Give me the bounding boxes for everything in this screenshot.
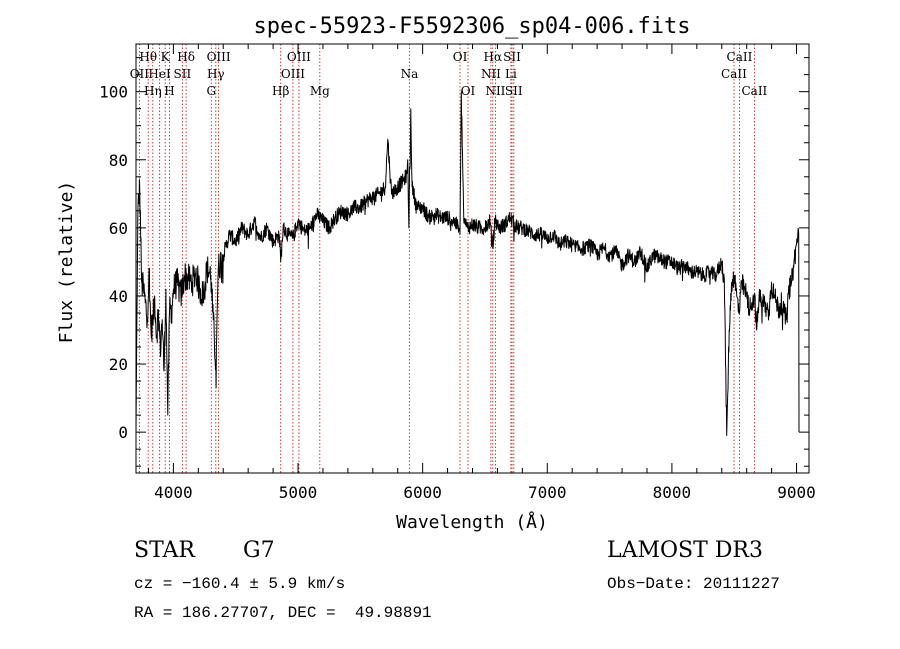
line-label: Hγ — [207, 67, 225, 81]
line-label: NII — [481, 67, 501, 81]
line-label: K — [161, 50, 171, 64]
line-label: Na — [401, 67, 419, 81]
line-label: Li — [505, 67, 517, 81]
object-subclass: G7 — [243, 538, 275, 563]
line-label: Mg — [310, 84, 330, 98]
line-label: OIII — [287, 50, 311, 64]
y-tick-label: 100 — [99, 83, 128, 102]
line-label: OII — [130, 67, 150, 81]
redshift-text: cz = −160.4 ± 5.9 km/s — [134, 575, 346, 593]
y-axis-label: Flux (relative) — [56, 181, 77, 344]
line-label: OIII — [281, 67, 305, 81]
x-tick-label: 6000 — [403, 483, 442, 502]
line-label: OI — [461, 84, 476, 98]
y-tick-label: 20 — [109, 355, 128, 374]
line-label: Hθ — [139, 50, 157, 64]
line-label: SII — [503, 50, 521, 64]
coordinates-text: RA = 186.27707, DEC = 49.98891 — [134, 604, 432, 622]
y-tick-label: 60 — [109, 219, 128, 238]
line-label: Hβ — [272, 84, 289, 98]
y-tick-label: 0 — [118, 423, 128, 442]
chart-title: spec-55923-F5592306_sp04-006.fits — [253, 14, 690, 39]
survey-name: LAMOST DR3 — [607, 538, 763, 563]
line-label: Hη — [144, 84, 162, 98]
emission-line-markers — [138, 44, 755, 473]
x-tick-label: 9000 — [777, 483, 816, 502]
line-label: OIII — [207, 50, 231, 64]
line-label: Hδ — [177, 50, 195, 64]
line-label: CaII — [721, 67, 747, 81]
x-tick-label: 8000 — [653, 483, 692, 502]
x-tick-label: 7000 — [528, 483, 567, 502]
line-label: H — [164, 84, 174, 98]
object-class: STAR — [134, 538, 195, 563]
y-tick-label: 40 — [109, 287, 128, 306]
x-tick-label: 5000 — [279, 483, 318, 502]
x-tick-label: 4000 — [154, 483, 193, 502]
y-tick-label: 80 — [109, 151, 128, 170]
line-label: SII — [505, 84, 523, 98]
plot-frame — [135, 43, 810, 474]
line-label: SII — [174, 67, 192, 81]
line-label: OI — [453, 50, 468, 64]
line-label: G — [206, 84, 216, 98]
line-label: NII — [485, 84, 505, 98]
obs-date-text: Obs−Date: 20111227 — [607, 575, 780, 593]
x-axis-label: Wavelength (Å) — [396, 511, 548, 533]
line-label: Hα — [484, 50, 503, 64]
spectrum-series — [135, 91, 800, 436]
line-labels: Hθ OII Hη K HeI H Hδ SII OIII Hγ G Hβ OIII OIII Mg Na OI… — [130, 50, 768, 98]
axis-ticks: 4000 5000 6000 7000 8000 9000 0 20 40 60 80 100 — [99, 44, 816, 502]
line-label: CaII — [741, 84, 767, 98]
line-label: HeI — [148, 67, 171, 81]
flux-line — [135, 91, 800, 436]
line-label: CaII — [727, 50, 753, 64]
